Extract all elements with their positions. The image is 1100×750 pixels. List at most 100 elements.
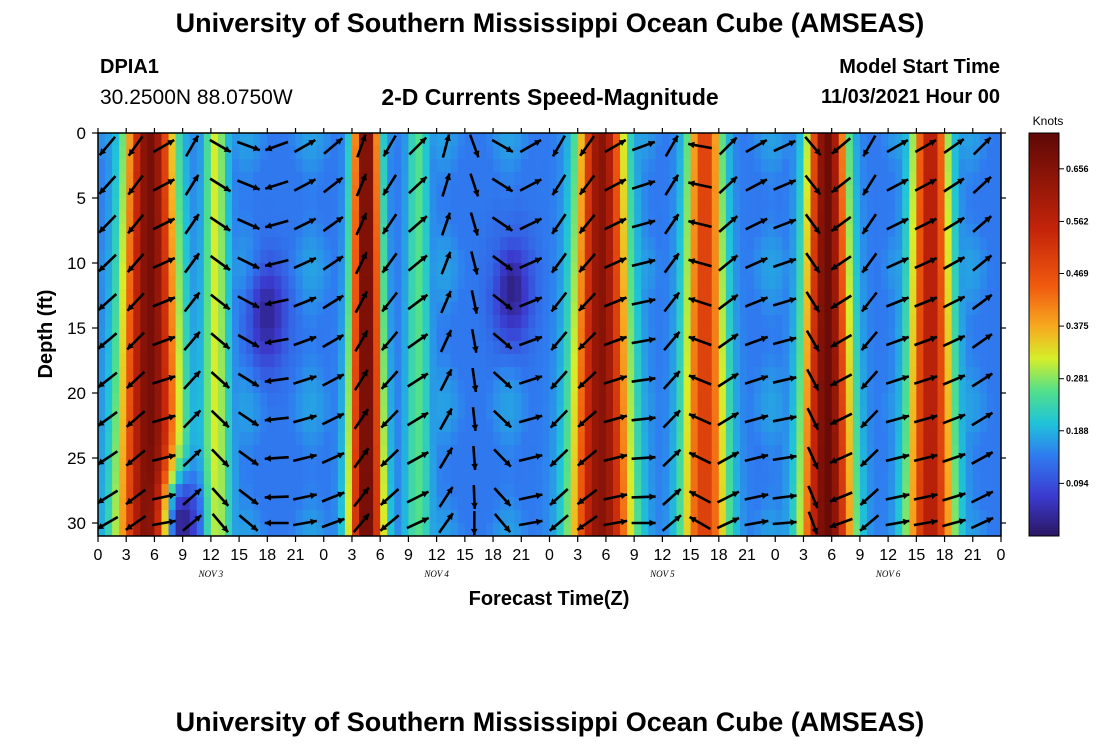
heatmap-cell xyxy=(859,172,868,186)
current-vector-arrow xyxy=(688,490,712,504)
heatmap-cell xyxy=(168,406,177,420)
heatmap-cell xyxy=(154,159,163,173)
heatmap-cell xyxy=(359,237,367,251)
heatmap-cell xyxy=(232,458,240,472)
heatmap-cell xyxy=(747,406,755,420)
heatmap-cell xyxy=(747,133,755,147)
heatmap-cell xyxy=(295,198,304,212)
heatmap-cell xyxy=(105,471,113,485)
current-vector-arrow xyxy=(184,213,200,235)
heatmap-cell xyxy=(189,432,198,446)
heatmap-cell xyxy=(923,328,932,342)
heatmap-cell xyxy=(450,406,459,420)
current-vector-arrow xyxy=(209,177,232,193)
heatmap-cell xyxy=(351,276,360,290)
heatmap-cell xyxy=(704,289,713,303)
heatmap-cell xyxy=(831,510,840,524)
heatmap-cell xyxy=(542,393,551,407)
heatmap-cell xyxy=(203,237,212,251)
heatmap-cell xyxy=(429,458,438,472)
heatmap-cell xyxy=(718,302,727,316)
heatmap-cell xyxy=(697,523,706,536)
heatmap-cell xyxy=(993,315,1001,329)
heatmap-cell xyxy=(288,497,297,511)
heatmap-cell xyxy=(267,419,275,433)
heatmap-cell xyxy=(754,302,762,316)
heatmap-cell xyxy=(895,159,903,173)
heatmap-cell xyxy=(923,341,932,355)
heatmap-cell xyxy=(591,393,600,407)
current-vector-arrow xyxy=(518,414,543,424)
heatmap-cell xyxy=(662,146,671,160)
x-tick-label: 0 xyxy=(545,547,554,564)
heatmap-cell xyxy=(676,497,685,511)
heatmap-cell xyxy=(655,133,663,147)
current-vector-arrow xyxy=(264,140,289,152)
current-vector-arrow xyxy=(549,409,569,429)
heatmap-cell xyxy=(577,367,586,381)
heatmap-cell xyxy=(711,133,720,147)
heatmap-cell xyxy=(591,198,600,212)
heatmap-cell xyxy=(704,367,713,381)
heatmap-cell xyxy=(747,458,755,472)
heatmap-cell xyxy=(246,406,254,420)
heatmap-cell xyxy=(620,237,628,251)
heatmap-cell xyxy=(422,432,431,446)
heatmap-cell xyxy=(591,497,600,511)
heatmap-cell xyxy=(429,354,438,368)
heatmap-cell xyxy=(119,224,127,238)
heatmap-cell xyxy=(246,146,254,160)
heatmap-cell xyxy=(641,250,649,264)
heatmap-cell xyxy=(267,185,275,199)
heatmap-cell xyxy=(570,159,579,173)
heatmap-cell xyxy=(747,354,755,368)
heatmap-cell xyxy=(605,393,614,407)
heatmap-cell xyxy=(775,471,783,485)
current-vector-arrow xyxy=(493,512,512,534)
current-vector-arrow xyxy=(518,518,543,527)
heatmap-cell xyxy=(803,380,812,394)
heatmap-cell xyxy=(605,367,614,381)
heatmap-cell xyxy=(817,393,826,407)
current-vector-arrow xyxy=(718,136,738,156)
heatmap-cell xyxy=(288,367,297,381)
heatmap-cell xyxy=(676,224,685,238)
heatmap-cell xyxy=(126,523,134,536)
heatmap-cell xyxy=(542,263,551,277)
heatmap-cell xyxy=(415,263,424,277)
heatmap-cell xyxy=(662,328,671,342)
current-vector-arrow xyxy=(98,175,117,195)
heatmap-cell xyxy=(422,315,431,329)
heatmap-cell xyxy=(739,289,748,303)
heatmap-cell xyxy=(507,393,515,407)
heatmap-cell xyxy=(436,445,445,459)
current-vector-arrow xyxy=(98,332,118,350)
heatmap-cell xyxy=(909,263,917,277)
current-vector-arrow xyxy=(664,213,680,235)
heatmap-cell xyxy=(344,328,353,342)
heatmap-cell xyxy=(295,276,304,290)
current-vector-arrow xyxy=(406,490,430,504)
heatmap-cell xyxy=(923,445,932,459)
heatmap-cell xyxy=(175,523,184,536)
heatmap-cell xyxy=(916,263,924,277)
heatmap-cell xyxy=(874,523,882,536)
current-vector-arrow xyxy=(238,449,259,467)
heatmap-cell xyxy=(351,354,360,368)
heatmap-cell xyxy=(838,393,847,407)
heatmap-cell xyxy=(859,276,868,290)
heatmap-cell xyxy=(471,276,480,290)
heatmap-cell xyxy=(154,263,163,277)
heatmap-cell xyxy=(838,289,847,303)
heatmap-cell xyxy=(175,471,184,485)
heatmap-cell xyxy=(874,198,882,212)
heatmap-cell xyxy=(612,484,621,498)
heatmap-cell xyxy=(852,211,861,225)
current-vector-arrow xyxy=(631,258,656,268)
current-vector-arrow xyxy=(236,179,261,191)
heatmap-cell xyxy=(817,510,826,524)
heatmap-cell xyxy=(711,185,720,199)
heatmap-cell xyxy=(521,328,529,342)
heatmap-cell xyxy=(937,354,946,368)
current-vector-arrow xyxy=(859,514,880,532)
